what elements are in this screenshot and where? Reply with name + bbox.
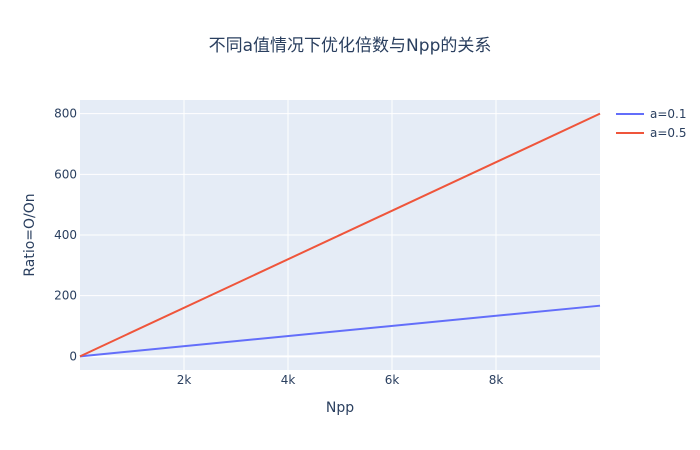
series-line: [79, 112, 601, 358]
gridlines: [80, 100, 600, 370]
y-tick-label: 600: [54, 167, 77, 181]
legend: a=0.1 a=0.5: [616, 107, 687, 140]
tick-labels: 2k 4k 6k 8k 0 200 400 600 800: [54, 107, 503, 387]
chart-title: 不同a值情况下优化倍数与Npp的关系: [209, 36, 492, 56]
y-tick-label: 200: [54, 289, 77, 303]
x-tick-label: 8k: [489, 373, 504, 387]
y-tick-label: 0: [69, 349, 77, 363]
y-axis-title: Ratio=O/On: [22, 193, 38, 276]
y-tick-label: 800: [54, 107, 77, 121]
series-line: [79, 304, 601, 358]
series-lines: [79, 112, 601, 358]
x-tick-label: 4k: [281, 373, 296, 387]
x-tick-label: 2k: [177, 373, 192, 387]
x-axis-title: Npp: [326, 400, 354, 416]
y-tick-label: 400: [54, 228, 77, 242]
legend-label: a=0.5: [650, 126, 687, 140]
x-tick-label: 6k: [385, 373, 400, 387]
legend-label: a=0.1: [650, 107, 687, 121]
